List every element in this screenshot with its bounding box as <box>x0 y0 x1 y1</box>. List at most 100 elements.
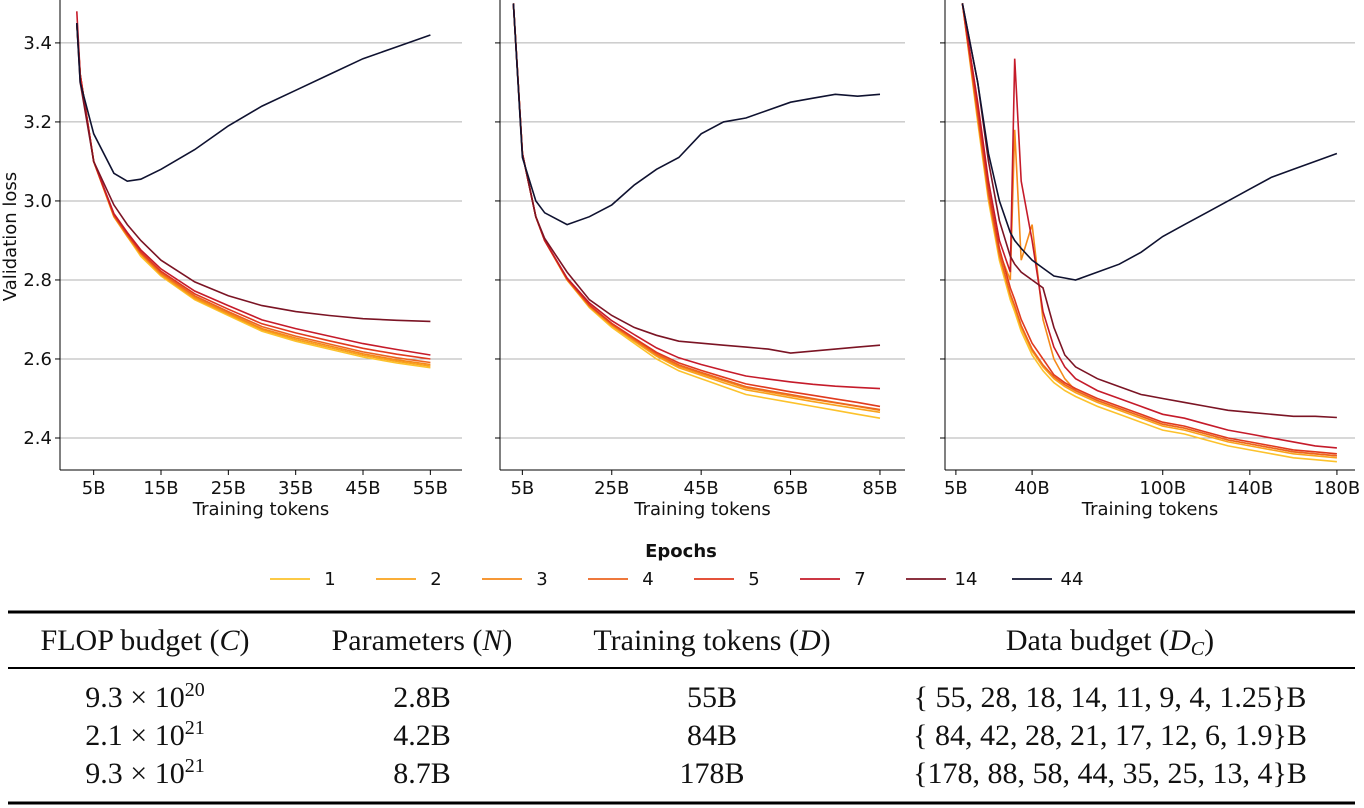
table-cell: 2.1 × 1021 <box>85 717 204 752</box>
table-text: Training tokens ( <box>593 624 799 657</box>
table-text: ) <box>239 624 249 657</box>
y-tick-label: 3.4 <box>23 33 52 54</box>
table-text: 2.1 × 10 <box>85 719 184 752</box>
x-tick-label: 15B <box>143 478 178 499</box>
x-tick-label: 25B <box>594 478 629 499</box>
table-header-cell: Data budget (DC) <box>1006 624 1214 660</box>
x-tick-label: 140B <box>1226 478 1273 499</box>
table-header-cell: Training tokens (D) <box>593 624 830 657</box>
table-cell: 8.7B <box>393 757 451 790</box>
line-series <box>512 3 881 414</box>
line-series <box>76 23 431 183</box>
table-text: N <box>481 624 504 657</box>
line-series <box>76 23 431 323</box>
table-cell: 9.3 × 1020 <box>85 679 204 714</box>
x-tick-label: 65B <box>773 478 808 499</box>
x-tick-label: 5B <box>944 478 968 499</box>
x-tick-label: 45B <box>345 478 380 499</box>
legend-title: Epochs <box>645 541 717 562</box>
x-axis-label: Training tokens <box>192 499 329 520</box>
table-text: { 55, 28, 18, 14, 11, 9, 4, 1.25}B <box>914 681 1307 714</box>
table-text: ) <box>1204 624 1214 657</box>
x-tick-label: 45B <box>684 478 719 499</box>
x-tick-label: 55B <box>413 478 448 499</box>
line-series <box>76 23 431 360</box>
table-cell: 4.2B <box>393 719 451 752</box>
line-series <box>961 3 1337 463</box>
legend-label: 3 <box>536 569 547 590</box>
x-tick-label: 5B <box>82 478 106 499</box>
table-cell: 9.3 × 1021 <box>85 755 204 790</box>
line-series <box>961 3 1337 459</box>
legend-label: 5 <box>748 569 759 590</box>
table-text: 178B <box>679 757 744 790</box>
table-cell: {178, 88, 58, 44, 35, 25, 13, 4}B <box>913 757 1307 790</box>
table-text: 84B <box>687 719 737 752</box>
line-series <box>961 3 1338 281</box>
y-tick-label: 2.4 <box>23 428 52 449</box>
x-tick-label: 180B <box>1314 478 1361 499</box>
plot-area <box>961 3 1338 463</box>
table-header-cell: Parameters (N) <box>332 624 513 657</box>
y-tick-label: 3.0 <box>23 191 52 212</box>
table-cell: 2.8B <box>393 681 451 714</box>
legend-label: 14 <box>955 569 978 590</box>
line-series <box>961 3 1337 455</box>
y-axis-label: Validation loss <box>0 172 21 301</box>
x-axis-label: Training tokens <box>633 499 770 520</box>
line-series <box>961 3 1337 457</box>
table-cell: { 55, 28, 18, 14, 11, 9, 4, 1.25}B <box>914 681 1307 714</box>
y-tick-label: 2.6 <box>23 349 52 370</box>
legend-label: 1 <box>324 569 335 590</box>
table-text: 2.8B <box>393 681 451 714</box>
table-text: 4.2B <box>393 719 451 752</box>
table-text: C <box>1191 638 1205 660</box>
x-tick-label: 85B <box>862 478 897 499</box>
y-tick-label: 3.2 <box>23 112 52 133</box>
table-text: ) <box>821 624 831 657</box>
table-text: Parameters ( <box>332 624 483 657</box>
plot-area <box>76 11 431 369</box>
x-axis-label: Training tokens <box>1081 499 1218 520</box>
table-text: 8.7B <box>393 757 451 790</box>
line-series <box>961 3 1337 419</box>
table-text: D <box>1168 624 1191 657</box>
table-text: ) <box>502 624 512 657</box>
legend-label: 44 <box>1061 569 1084 590</box>
legend-label: 2 <box>430 569 441 590</box>
table-text: 9.3 × 10 <box>85 681 184 714</box>
line-series <box>512 3 881 390</box>
table-text: Data budget ( <box>1006 624 1169 657</box>
line-series <box>76 23 431 367</box>
line-series <box>76 23 431 366</box>
table-cell: { 84, 42, 28, 21, 17, 12, 6, 1.9}B <box>913 719 1307 752</box>
x-tick-label: 25B <box>211 478 246 499</box>
table-text: {178, 88, 58, 44, 35, 25, 13, 4}B <box>913 757 1307 790</box>
y-tick-label: 2.8 <box>23 270 52 291</box>
table-cell: 55B <box>687 681 737 714</box>
legend-label: 4 <box>642 569 653 590</box>
table-header-cell: FLOP budget (C) <box>41 624 250 657</box>
table-text: { 84, 42, 28, 21, 17, 12, 6, 1.9}B <box>913 719 1307 752</box>
charts: 2.42.62.83.03.23.45B 15B 25B 35B 45B 55BTrain… <box>0 0 1360 590</box>
x-tick-label: 100B <box>1139 478 1186 499</box>
x-tick-label: 5B <box>510 478 534 499</box>
x-tick-label: 35B <box>278 478 313 499</box>
table-text: D <box>798 624 821 657</box>
table-text: 21 <box>185 755 205 777</box>
table-text: 20 <box>185 679 205 701</box>
table-cell: 84B <box>687 719 737 752</box>
line-series <box>961 3 1337 449</box>
legend-label: 7 <box>854 569 865 590</box>
line-series <box>512 3 881 411</box>
line-series <box>76 23 431 364</box>
line-series <box>76 11 431 356</box>
table-text: FLOP budget ( <box>41 624 220 657</box>
plot-area <box>512 3 881 419</box>
line-series <box>512 3 881 408</box>
line-series <box>512 3 881 419</box>
table: FLOP budget (C) Parameters (N) Training to… <box>8 610 1355 805</box>
table-text: 55B <box>687 681 737 714</box>
